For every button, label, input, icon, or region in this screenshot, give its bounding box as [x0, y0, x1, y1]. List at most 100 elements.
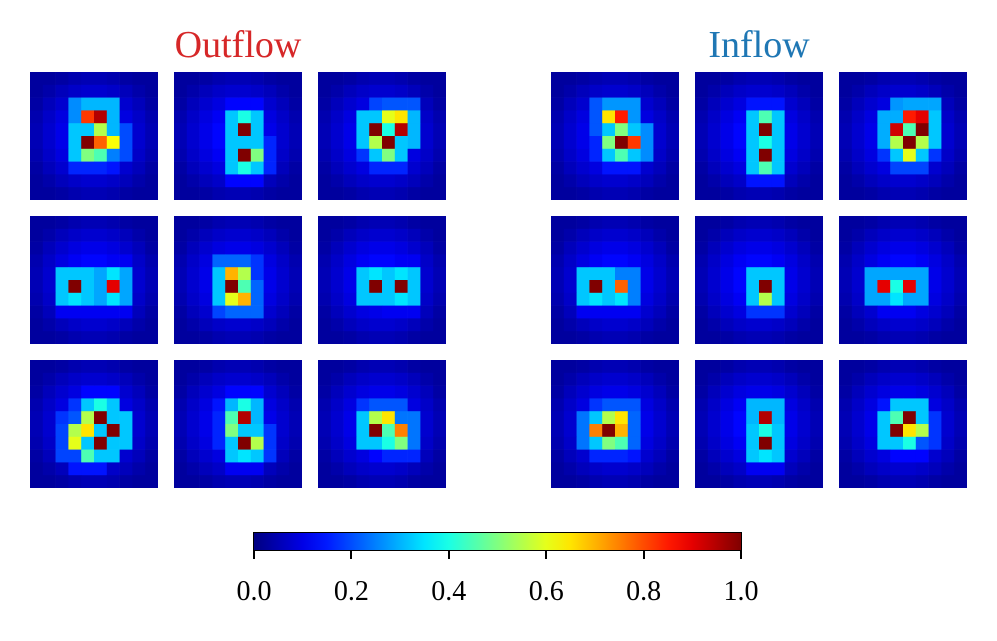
heatmap-cell [394, 267, 408, 281]
heatmap-cell [343, 360, 357, 374]
heatmap-cell [864, 110, 878, 124]
heatmap-cell [954, 436, 967, 450]
heatmap-cell [186, 254, 200, 268]
heatmap-cell [954, 331, 967, 344]
heatmap-cell [733, 84, 747, 98]
heatmap-cell [707, 318, 721, 332]
heatmap-cell [55, 372, 69, 386]
heatmap-cell [746, 360, 760, 374]
heatmap-cell [119, 436, 133, 450]
heatmap-cell [707, 254, 721, 268]
heatmap-cell [839, 174, 853, 188]
heatmap-cell [851, 148, 865, 162]
heatmap-cell [212, 97, 226, 111]
heatmap-cell [602, 161, 616, 175]
heatmap-cell [343, 385, 357, 399]
heatmap-cell [551, 72, 565, 86]
heatmap-cell [589, 187, 603, 200]
heatmap-cell [759, 305, 773, 319]
heatmap-cell [707, 360, 721, 374]
heatmap-cell [212, 136, 226, 150]
heatmap-cell [771, 449, 785, 463]
heatmap-cell [563, 241, 577, 255]
heatmap-cell [771, 360, 785, 374]
heatmap-cell [55, 254, 69, 268]
heatmap-cell [707, 228, 721, 242]
heatmap-cell [695, 84, 709, 98]
heatmap-cell [839, 331, 853, 344]
heatmap-cell [810, 462, 823, 476]
heatmap-cell [343, 241, 357, 255]
heatmap-cell [576, 360, 590, 374]
heatmap-cell [356, 136, 370, 150]
heatmap-cell [746, 305, 760, 319]
heatmap-cell [784, 241, 798, 255]
heatmap-cell [915, 411, 929, 425]
heatmap-cell [263, 228, 277, 242]
heatmap-cell [42, 475, 56, 488]
heatmap-cell [810, 360, 823, 374]
heatmap-cell [174, 161, 188, 175]
heatmap-cell [186, 161, 200, 175]
heatmap-cell [759, 318, 773, 332]
colorbar [253, 532, 742, 551]
heatmap-cell [106, 398, 120, 412]
heatmap-cell [877, 462, 891, 476]
heatmap-cell [81, 136, 95, 150]
heatmap-cell [318, 385, 332, 399]
heatmap-cell [199, 385, 213, 399]
heatmap-cell [318, 161, 332, 175]
heatmap-cell [238, 136, 252, 150]
heatmap-cell [369, 475, 383, 488]
heatmap-cell [551, 148, 565, 162]
heatmap-cell [602, 385, 616, 399]
heatmap-cell [602, 72, 616, 86]
heatmap-cell [132, 84, 146, 98]
heatmap-cell [954, 318, 967, 332]
heatmap-cell [797, 280, 811, 294]
heatmap-cell [238, 449, 252, 463]
heatmap-cell [695, 475, 709, 488]
heatmap-cell [94, 385, 108, 399]
heatmap-cell [915, 136, 929, 150]
heatmap-cell [877, 475, 891, 488]
heatmap-cell [877, 174, 891, 188]
heatmap-cell [653, 475, 667, 488]
heatmap-cell [238, 254, 252, 268]
heatmap-cell [551, 187, 565, 200]
heatmap-cell [890, 424, 904, 438]
heatmap-cell [356, 241, 370, 255]
heatmap-cell [941, 97, 955, 111]
heatmap-cell [746, 228, 760, 242]
heatmap-cell [954, 97, 967, 111]
heatmap-cell [343, 462, 357, 476]
heatmap-cell [145, 136, 158, 150]
heatmap-cell [707, 148, 721, 162]
heatmap-cell [551, 216, 565, 230]
heatmap-cell [382, 97, 396, 111]
heatmap-cell [407, 360, 421, 374]
heatmap-cell [746, 123, 760, 137]
heatmap-cell [369, 123, 383, 137]
heatmap-cell [250, 385, 264, 399]
heatmap-cell [199, 161, 213, 175]
heatmap-cell [382, 280, 396, 294]
heatmap-cell [864, 318, 878, 332]
heatmap-cell [276, 292, 290, 306]
heatmap-cell [132, 360, 146, 374]
heatmap-cell [186, 97, 200, 111]
heatmap-cell [186, 436, 200, 450]
heatmap-cell [877, 97, 891, 111]
heatmap-cell [433, 305, 446, 319]
heatmap-cell [250, 462, 264, 476]
heatmap-cell [55, 280, 69, 294]
heatmap-cell [407, 292, 421, 306]
heatmap-cell [318, 462, 332, 476]
heatmap-cell [276, 305, 290, 319]
heatmap-cell [839, 187, 853, 200]
heatmap-cell [954, 372, 967, 386]
heatmap-cell [238, 475, 252, 488]
heatmap-cell [954, 72, 967, 86]
heatmap-cell [94, 254, 108, 268]
heatmap-panel-outflow-1-1 [174, 216, 302, 344]
